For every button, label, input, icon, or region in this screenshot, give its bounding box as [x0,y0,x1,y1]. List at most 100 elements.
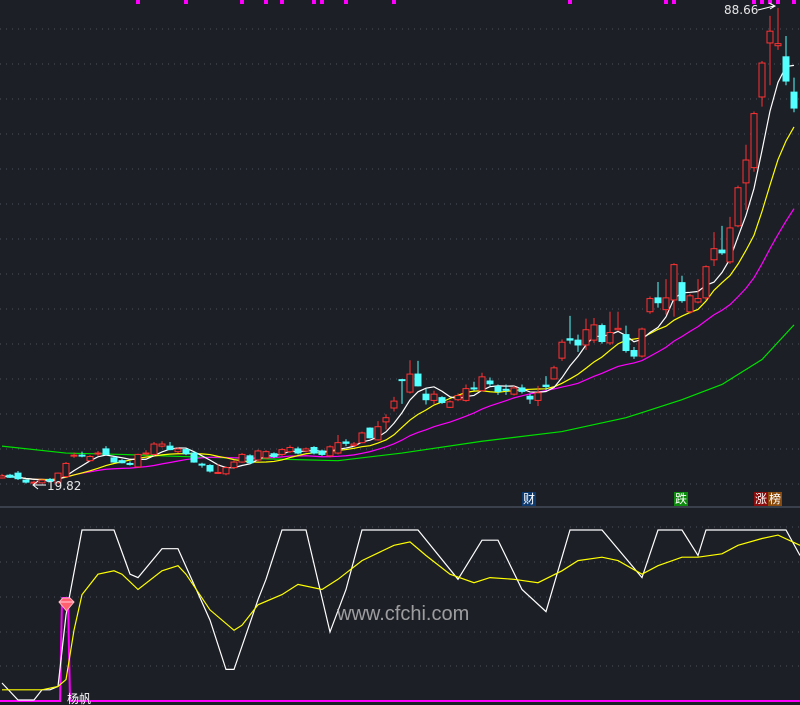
event-tag-drop[interactable]: 跌 [674,492,689,506]
candle-body [470,387,478,390]
candle-body [326,446,334,457]
candle [214,464,222,474]
ma-long-line [1,324,795,462]
candlesticks [0,7,798,485]
candle [694,279,702,304]
candle [670,263,678,317]
candle [422,388,430,405]
signal-marker [312,0,316,4]
candle-body [686,295,694,313]
candle [222,466,230,476]
candle-body [774,43,782,47]
candle-body [110,457,118,463]
candle-body [174,448,182,453]
candle-body [678,282,686,302]
candle [406,360,414,394]
event-tag-finance[interactable]: 财 [522,492,537,506]
signal-marker [344,0,348,4]
candle [566,315,574,344]
candle [94,450,102,456]
candle [262,450,270,460]
candle-body [782,56,790,82]
candle-body [582,329,590,346]
candle [430,390,438,404]
candle-body [486,380,494,385]
signal-marker [568,0,572,4]
candle [398,378,406,404]
candle [678,275,686,303]
candle-body [526,395,534,400]
event-tag-limit-up[interactable]: 涨 [754,492,769,506]
candle-body [670,264,678,301]
candle [110,456,118,463]
candle [230,460,238,469]
candle-body [494,386,502,392]
candle [534,385,542,406]
candle [446,400,454,409]
signal-marker [752,0,756,4]
candle [270,452,278,458]
event-tag-ranking[interactable]: 榜 [768,492,783,506]
signal-marker [280,0,284,4]
candle [302,447,310,453]
signal-marker [768,0,772,4]
candle-body [222,467,230,475]
candle [758,60,766,107]
candle-body [286,447,294,453]
candle-body [750,113,758,169]
candle [774,7,782,50]
arrow-right-icon [757,2,777,11]
oscillator-slow-line [2,534,800,691]
candle [590,317,598,343]
candle-body [78,454,86,457]
candle [766,15,774,86]
candle-body [102,448,110,455]
candle [166,441,174,451]
candle [470,381,478,391]
candle-body [614,327,622,331]
watermark: www.cfchi.com [336,603,469,625]
candle-body [734,187,742,227]
candle [294,446,302,455]
candle-body [438,397,446,403]
candle-body [342,441,350,444]
candle [374,421,382,441]
candle [638,327,646,358]
candle [358,431,366,444]
candle-body [302,448,310,452]
oscillator-fast-line [1,529,800,701]
candle [630,347,638,359]
candle [22,479,30,484]
candle-body [86,456,94,462]
candle-body [334,442,342,454]
candle [454,393,462,402]
candle [550,365,558,380]
candle [726,216,734,264]
signal-marker [792,0,796,4]
candle [510,385,518,396]
candle [14,471,22,481]
candle [206,464,214,473]
candle [558,339,566,361]
candle-body [206,465,214,472]
candle-body [574,339,582,346]
candle [78,451,86,458]
candle-body [238,453,246,463]
candle [662,279,670,315]
candle-body [230,461,238,469]
candle-body [70,454,78,457]
candle-body [702,266,710,299]
candle [238,453,246,463]
candle-body [654,297,662,304]
candle-body [166,445,174,451]
candle [462,384,470,402]
candle-body [190,452,198,463]
candle [390,396,398,412]
moving-average-lines [1,64,795,482]
candle [150,441,158,456]
candle-body [270,453,278,458]
candle-body [646,298,654,313]
candle [494,384,502,395]
candle [686,293,694,314]
candle [502,384,510,395]
